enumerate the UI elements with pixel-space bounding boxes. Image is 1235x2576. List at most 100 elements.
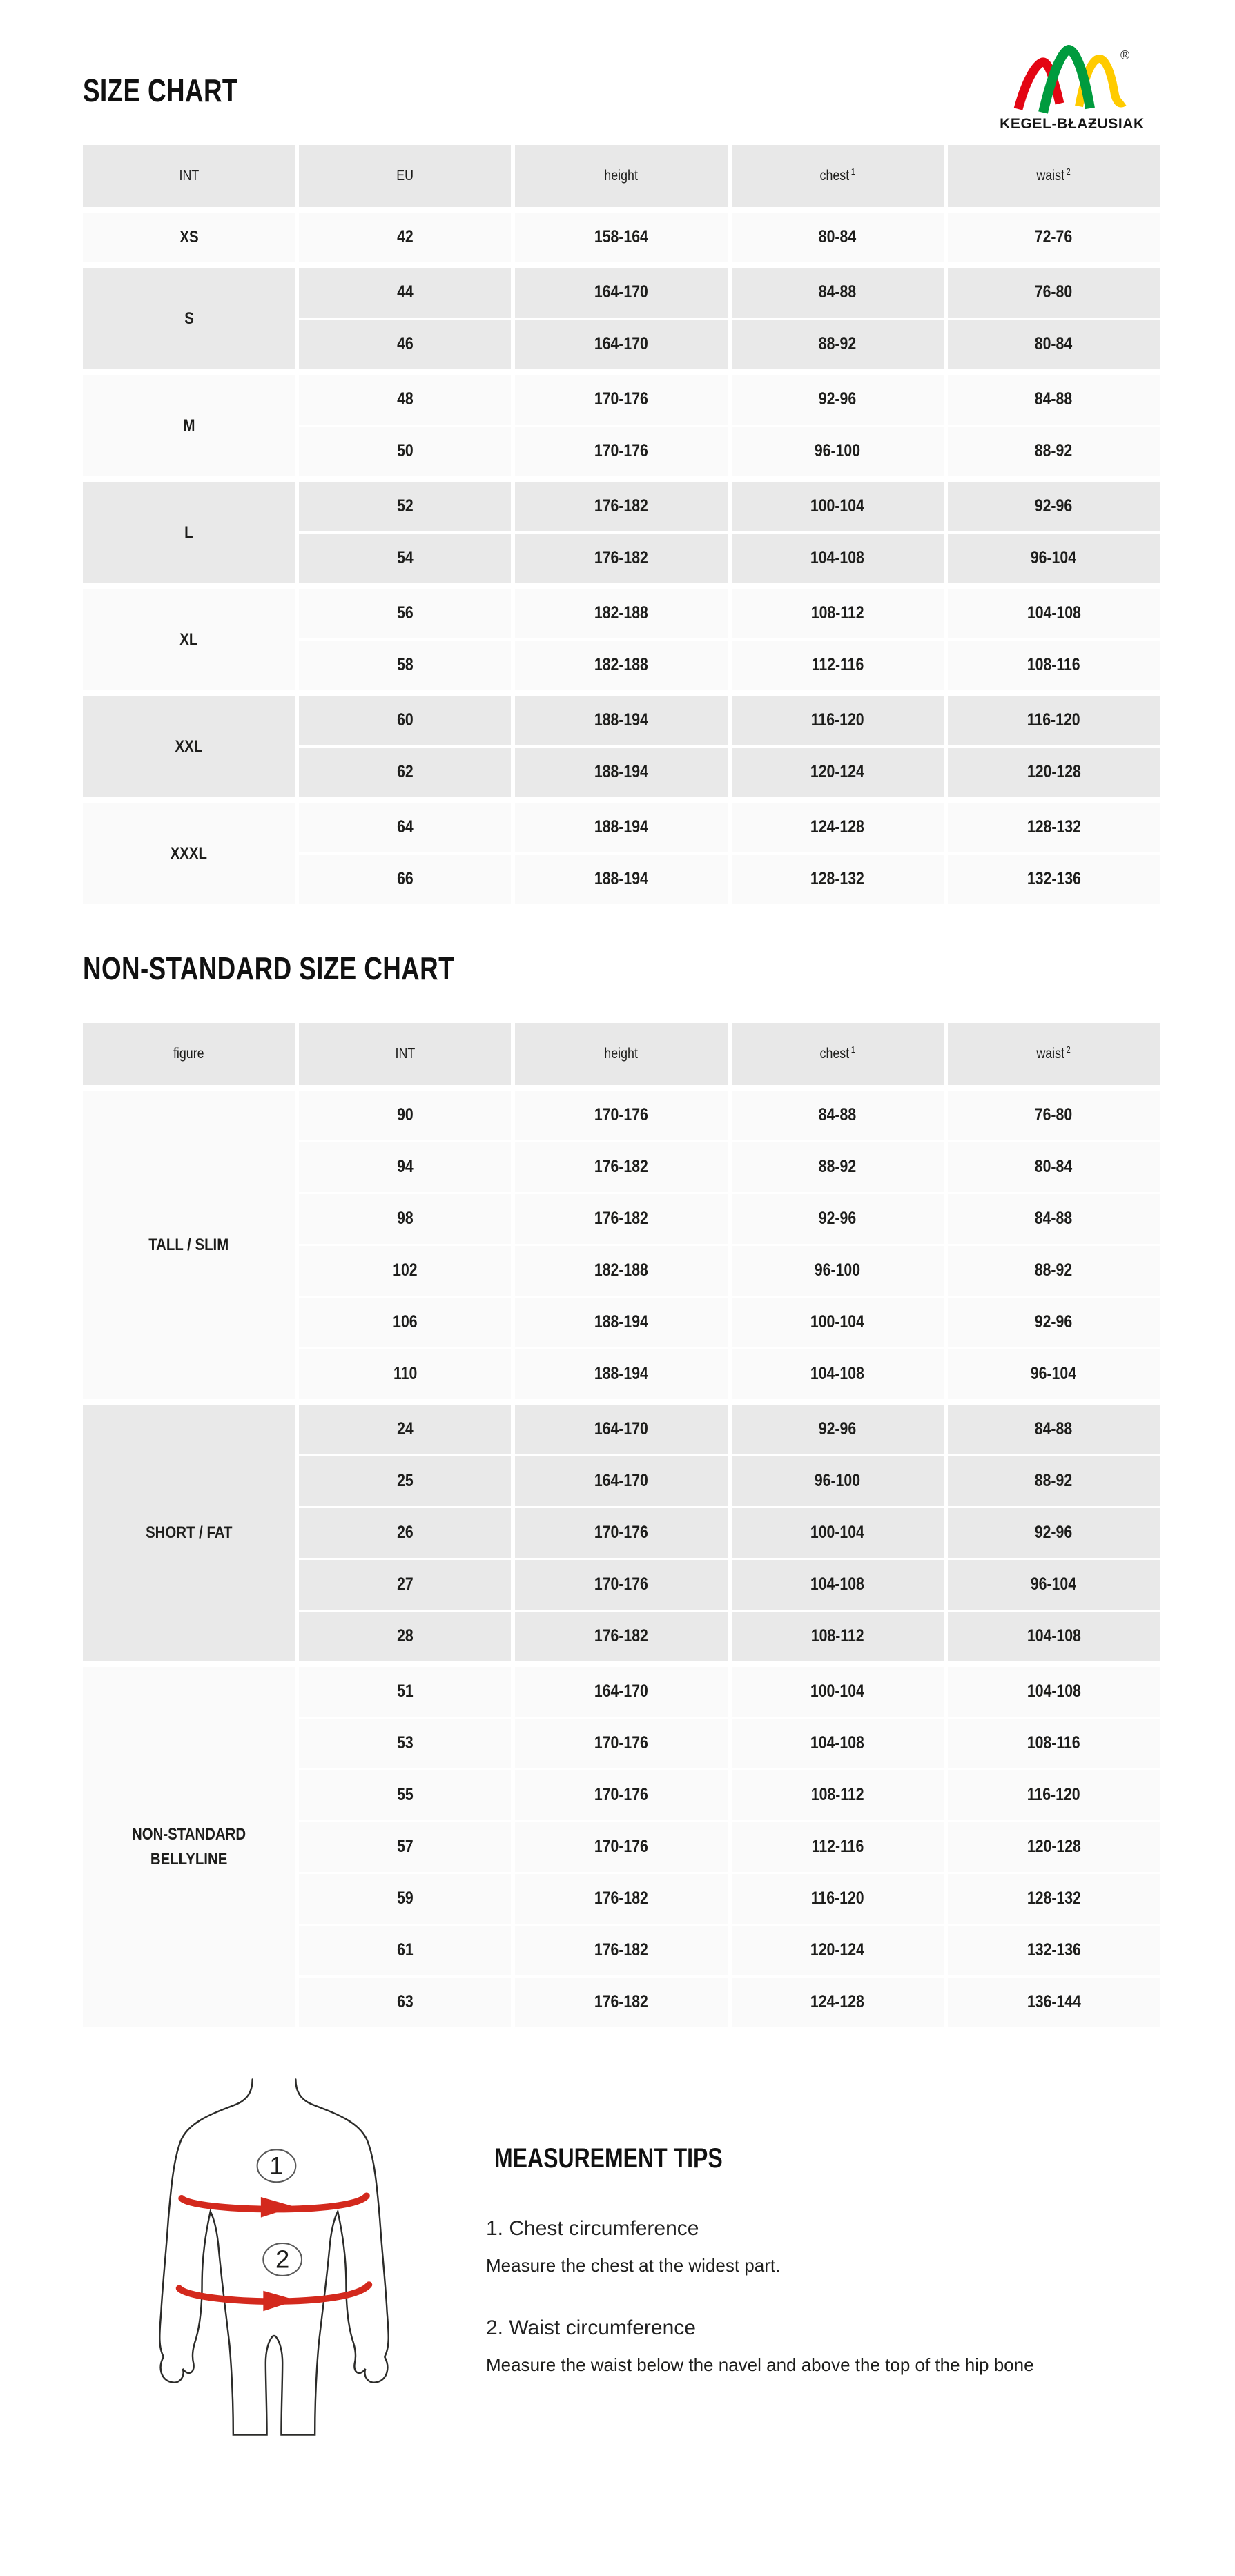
standard-group: L 52 176-182 100-104 92-96 54 176-182 104-108 96… [83, 482, 1160, 583]
standard-cell: 84-88 [947, 375, 1160, 425]
nonstandard-group: NON-STANDARD BELLYLINE 51 164-170 100-104 10… [83, 1667, 1160, 2027]
tip-waist: 2. Waist circumference Measure the waist… [486, 2316, 1034, 2379]
nonstandard-cell: 108-112 [731, 1612, 944, 1661]
standard-cell: 188-194 [515, 748, 728, 797]
nonstandard-cell: 170-176 [515, 1560, 728, 1610]
nonstandard-group: SHORT / FAT 24 164-170 92-96 84-88 25 164-170 9… [83, 1405, 1160, 1661]
nonstandard-cell: 176-182 [515, 1874, 728, 1924]
nonstandard-cell: 27 [299, 1560, 512, 1610]
waist-marker-number: 2 [275, 2245, 289, 2274]
nonstandard-cell: 170-176 [515, 1091, 728, 1140]
standard-cell: 120-128 [947, 748, 1160, 797]
standard-group-label: S [83, 268, 295, 369]
nonstandard-cell: 108-112 [731, 1770, 944, 1820]
nonstandard-cell: 76-80 [947, 1091, 1160, 1140]
nonstandard-cell: 176-182 [515, 1978, 728, 2027]
nonstandard-cell: 164-170 [515, 1456, 728, 1506]
nonstandard-cell: 176-182 [515, 1142, 728, 1192]
nonstandard-group-label: SHORT / FAT [83, 1405, 295, 1661]
standard-group-label: L [83, 482, 295, 583]
standard-cell: 58 [299, 641, 512, 690]
registered-mark: ® [1120, 48, 1129, 62]
standard-cell: 132-136 [947, 855, 1160, 904]
page-title: SIZE CHART [83, 72, 238, 108]
standard-group: XS 42 158-164 80-84 72-76 [83, 213, 1160, 262]
chest-measure-arrow [260, 2197, 295, 2218]
body-outline-diagram-icon: 1 2 [159, 2078, 389, 2436]
nonstandard-cell: 28 [299, 1612, 512, 1661]
nonstandard-column-header-int: INT [299, 1023, 512, 1085]
nonstandard-cell: 84-88 [947, 1405, 1160, 1454]
nonstandard-cell: 164-170 [515, 1667, 728, 1717]
standard-cell: 116-120 [947, 696, 1160, 745]
standard-cell: 128-132 [947, 803, 1160, 852]
standard-cell: 116-120 [731, 696, 944, 745]
nonstandard-cell: 170-176 [515, 1719, 728, 1768]
tip-chest-text: Measure the chest at the widest part. [486, 2255, 781, 2276]
nonstandard-cell: 98 [299, 1194, 512, 1244]
body-outline [159, 2078, 389, 2436]
nonstandard-cell: 182-188 [515, 1246, 728, 1296]
tip-waist-title: 2. Waist circumference [486, 2316, 696, 2339]
nonstandard-group: TALL / SLIM 90 170-176 84-88 76-80 94 176-182 8… [83, 1091, 1160, 1399]
standard-cell: 80-84 [947, 320, 1160, 369]
waist-measure-arrow [263, 2290, 298, 2312]
nonstandard-title: NON-STANDARD SIZE CHART [83, 950, 455, 986]
nonstandard-cell: 124-128 [731, 1978, 944, 2027]
standard-cell: 50 [299, 427, 512, 476]
standard-cell: 128-132 [731, 855, 944, 904]
nonstandard-cell: 63 [299, 1978, 512, 2027]
standard-size-table: INT EU height chest 1 waist 2 XS 42 158-164 80-84 7… [83, 145, 1160, 904]
standard-cell: 170-176 [515, 375, 728, 425]
nonstandard-cell: 104-108 [947, 1612, 1160, 1661]
nonstandard-cell: 94 [299, 1142, 512, 1192]
nonstandard-cell: 55 [299, 1770, 512, 1820]
standard-cell: 112-116 [731, 641, 944, 690]
nonstandard-cell: 24 [299, 1405, 512, 1454]
nonstandard-cell: 88-92 [947, 1456, 1160, 1506]
nonstandard-cell: 26 [299, 1508, 512, 1558]
nonstandard-cell: 136-144 [947, 1978, 1160, 2027]
standard-cell: 124-128 [731, 803, 944, 852]
nonstandard-cell: 53 [299, 1719, 512, 1768]
nonstandard-cell: 96-100 [731, 1246, 944, 1296]
nonstandard-cell: 176-182 [515, 1926, 728, 1975]
nonstandard-cell: 188-194 [515, 1298, 728, 1347]
standard-column-header-chest: chest 1 [731, 145, 944, 207]
standard-cell: 158-164 [515, 213, 728, 262]
nonstandard-cell: 96-104 [947, 1560, 1160, 1610]
nonstandard-cell: 100-104 [731, 1298, 944, 1347]
standard-cell: 88-92 [947, 427, 1160, 476]
nonstandard-cell: 51 [299, 1667, 512, 1717]
nonstandard-size-table: figure INT height chest 1 waist 2 TALL / SLIM 90… [83, 1023, 1160, 2027]
nonstandard-cell: 102 [299, 1246, 512, 1296]
standard-group-label: XXL [83, 696, 295, 797]
standard-cell: 54 [299, 534, 512, 583]
nonstandard-cell: 84-88 [947, 1194, 1160, 1244]
standard-cell: 42 [299, 213, 512, 262]
nonstandard-group-label: NON-STANDARD BELLYLINE [83, 1667, 295, 2027]
nonstandard-cell: 57 [299, 1822, 512, 1872]
nonstandard-column-header-figure: figure [83, 1023, 295, 1085]
standard-cell: 188-194 [515, 696, 728, 745]
standard-column-header-int: INT [83, 145, 295, 207]
standard-cell: 66 [299, 855, 512, 904]
standard-cell: 84-88 [731, 268, 944, 318]
nonstandard-column-header-height: height [515, 1023, 728, 1085]
measurement-section: 1 2 MEASUREMENT TIPS 1. Chest circumfere… [83, 2077, 1160, 2441]
nonstandard-column-header-waist: waist 2 [947, 1023, 1160, 1085]
nonstandard-cell: 61 [299, 1926, 512, 1975]
nonstandard-header-row: figure INT height chest 1 waist 2 [83, 1023, 1160, 1085]
standard-cell: 80-84 [731, 213, 944, 262]
standard-column-header-eu: EU [299, 145, 512, 207]
nonstandard-cell: 25 [299, 1456, 512, 1506]
standard-cell: 62 [299, 748, 512, 797]
chest-marker-number: 1 [269, 2151, 283, 2180]
brand-logo: ® KEGEL-BŁAƵUSIAK [986, 44, 1158, 133]
body-diagram: 1 2 [112, 2077, 436, 2441]
standard-group-label: XS [83, 213, 295, 262]
standard-cell: 188-194 [515, 803, 728, 852]
standard-cell: 104-108 [947, 589, 1160, 638]
nonstandard-cell: 88-92 [947, 1246, 1160, 1296]
